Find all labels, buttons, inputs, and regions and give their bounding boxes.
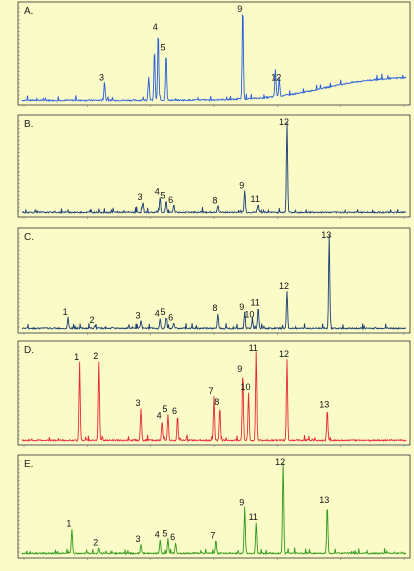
peak-label-8: 8 — [212, 303, 217, 313]
peak-label-13: 13 — [321, 230, 331, 240]
panel-label: E. — [24, 459, 33, 470]
peak-label-8: 8 — [214, 397, 219, 407]
peak-label-6: 6 — [170, 532, 175, 542]
peak-label-4: 4 — [155, 187, 160, 197]
plot-frame — [17, 1, 411, 106]
peak-label-9: 9 — [239, 180, 244, 190]
peak-label-2: 2 — [93, 538, 98, 548]
chart-panel-1: A. 3 4 5 9 12 — [17, 1, 411, 107]
peak-label-12: 12 — [275, 457, 285, 467]
plot-frame — [17, 227, 411, 334]
peak-label-3: 3 — [137, 192, 142, 202]
plot-frame — [17, 340, 411, 446]
peak-label-4: 4 — [153, 22, 158, 32]
panel-label: D. — [24, 345, 34, 356]
peak-label-9: 9 — [239, 498, 244, 508]
peak-label-13: 13 — [319, 400, 329, 410]
peak-label-6: 6 — [168, 195, 173, 205]
peak-label-12: 12 — [279, 117, 289, 127]
peak-label-6: 6 — [168, 312, 173, 322]
peak-label-10: 10 — [241, 382, 251, 392]
peak-label-10: 10 — [244, 310, 254, 320]
peak-label-5: 5 — [162, 528, 167, 538]
peak-label-4: 4 — [155, 529, 160, 539]
signal-trace — [21, 14, 407, 103]
peak-label-12: 12 — [279, 281, 289, 291]
plot-frame — [17, 454, 411, 559]
peak-label-6: 6 — [172, 406, 177, 416]
peak-label-11: 11 — [250, 298, 259, 308]
peak-label-5: 5 — [162, 404, 167, 414]
panel-label: A. — [24, 6, 33, 17]
peak-label-4: 4 — [155, 309, 160, 319]
peak-label-1: 1 — [66, 518, 71, 528]
peak-label-9: 9 — [239, 302, 244, 312]
peak-label-11: 11 — [250, 194, 259, 204]
peak-label-2: 2 — [93, 351, 98, 361]
signal-trace — [21, 462, 407, 556]
peak-label-8: 8 — [212, 196, 217, 206]
peak-label-1: 1 — [63, 307, 68, 317]
peak-label-7: 7 — [208, 386, 213, 396]
peak-label-12: 12 — [279, 349, 289, 359]
panel-label: C. — [24, 232, 34, 243]
peak-label-1: 1 — [74, 352, 79, 362]
panel-label: B. — [24, 119, 33, 130]
signal-trace — [21, 235, 407, 331]
peak-label-11: 11 — [249, 512, 258, 522]
peak-label-2: 2 — [89, 315, 94, 325]
peak-label-3: 3 — [136, 534, 141, 544]
peak-label-11: 11 — [249, 343, 258, 353]
peak-label-5: 5 — [160, 307, 165, 317]
peak-label-5: 5 — [160, 190, 165, 200]
peak-label-4: 4 — [157, 411, 162, 421]
signal-trace — [21, 351, 407, 443]
peak-label-3: 3 — [136, 398, 141, 408]
peak-label-12: 12 — [271, 73, 281, 83]
chart-panel-2: B. 3 4 5 6 8 9 11 12 — [17, 114, 411, 219]
peak-label-9: 9 — [237, 4, 242, 14]
peak-label-7: 7 — [210, 530, 215, 540]
plot-frame — [17, 114, 411, 218]
peak-label-5: 5 — [160, 43, 165, 53]
peak-label-9: 9 — [237, 364, 242, 374]
peak-label-13: 13 — [319, 495, 329, 505]
peak-label-3: 3 — [99, 73, 104, 83]
signal-trace — [21, 121, 407, 215]
peak-label-3: 3 — [136, 311, 141, 321]
